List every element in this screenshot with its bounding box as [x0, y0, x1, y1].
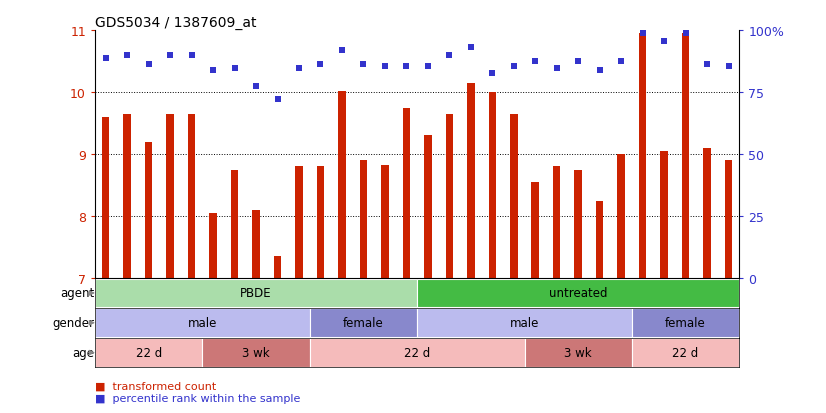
Point: [185, 52, 198, 59]
Bar: [681, 34, 690, 278]
Bar: [488, 93, 496, 278]
Point: [636, 31, 649, 37]
Point: [206, 68, 220, 74]
Bar: [596, 201, 604, 278]
Bar: [467, 83, 475, 278]
Bar: [417, 279, 739, 308]
Text: GDS5034 / 1387609_at: GDS5034 / 1387609_at: [95, 16, 257, 30]
Point: [121, 52, 134, 59]
Text: female: female: [343, 316, 384, 330]
Text: untreated: untreated: [549, 287, 607, 300]
Bar: [632, 338, 739, 367]
Text: female: female: [665, 316, 706, 330]
Text: 3 wk: 3 wk: [564, 346, 592, 359]
Point: [486, 71, 499, 78]
Point: [421, 64, 434, 70]
Bar: [424, 136, 432, 278]
Bar: [310, 309, 417, 337]
Bar: [402, 108, 411, 278]
Bar: [209, 214, 217, 278]
Text: ■  transformed count: ■ transformed count: [95, 381, 216, 391]
Point: [657, 39, 671, 45]
Bar: [553, 167, 561, 278]
Point: [593, 68, 606, 74]
Point: [292, 66, 306, 73]
Bar: [445, 114, 453, 278]
Text: agent: agent: [60, 287, 94, 300]
Bar: [252, 210, 260, 278]
Text: age: age: [73, 346, 94, 359]
Bar: [273, 257, 282, 278]
Point: [507, 64, 520, 70]
Text: gender: gender: [53, 316, 94, 330]
Point: [529, 59, 542, 65]
Point: [99, 55, 112, 62]
Text: male: male: [510, 316, 539, 330]
Bar: [316, 167, 325, 278]
Bar: [525, 338, 632, 367]
Bar: [617, 155, 625, 278]
Text: 22 d: 22 d: [672, 346, 699, 359]
Point: [335, 47, 349, 54]
Bar: [338, 92, 346, 278]
Bar: [145, 142, 153, 278]
Bar: [102, 118, 110, 278]
Point: [443, 52, 456, 59]
Bar: [310, 338, 525, 367]
Bar: [359, 161, 368, 278]
Bar: [531, 183, 539, 278]
Point: [722, 64, 735, 70]
Point: [615, 59, 628, 65]
Text: PBDE: PBDE: [240, 287, 272, 300]
Bar: [95, 309, 310, 337]
Bar: [574, 170, 582, 278]
Point: [378, 64, 392, 70]
Bar: [417, 309, 632, 337]
Bar: [166, 114, 174, 278]
Point: [400, 64, 413, 70]
Point: [550, 66, 563, 73]
Bar: [295, 167, 303, 278]
Text: 3 wk: 3 wk: [242, 346, 270, 359]
Point: [228, 66, 241, 73]
Point: [464, 45, 477, 52]
Bar: [95, 279, 417, 308]
Point: [271, 97, 284, 104]
Bar: [381, 166, 389, 278]
Text: 22 d: 22 d: [135, 346, 162, 359]
Bar: [724, 161, 733, 278]
Text: 22 d: 22 d: [404, 346, 430, 359]
Point: [164, 52, 177, 59]
Bar: [703, 149, 711, 278]
Point: [249, 83, 263, 90]
Bar: [632, 309, 739, 337]
Bar: [188, 114, 196, 278]
Bar: [660, 152, 668, 278]
Point: [700, 62, 714, 68]
Point: [142, 62, 155, 68]
Point: [572, 59, 585, 65]
Bar: [230, 170, 239, 278]
Bar: [95, 338, 202, 367]
Bar: [202, 338, 310, 367]
Text: male: male: [188, 316, 217, 330]
Bar: [510, 114, 518, 278]
Bar: [123, 114, 131, 278]
Bar: [638, 34, 647, 278]
Point: [357, 62, 370, 68]
Text: ■  percentile rank within the sample: ■ percentile rank within the sample: [95, 393, 301, 403]
Point: [314, 62, 327, 68]
Point: [679, 31, 692, 37]
